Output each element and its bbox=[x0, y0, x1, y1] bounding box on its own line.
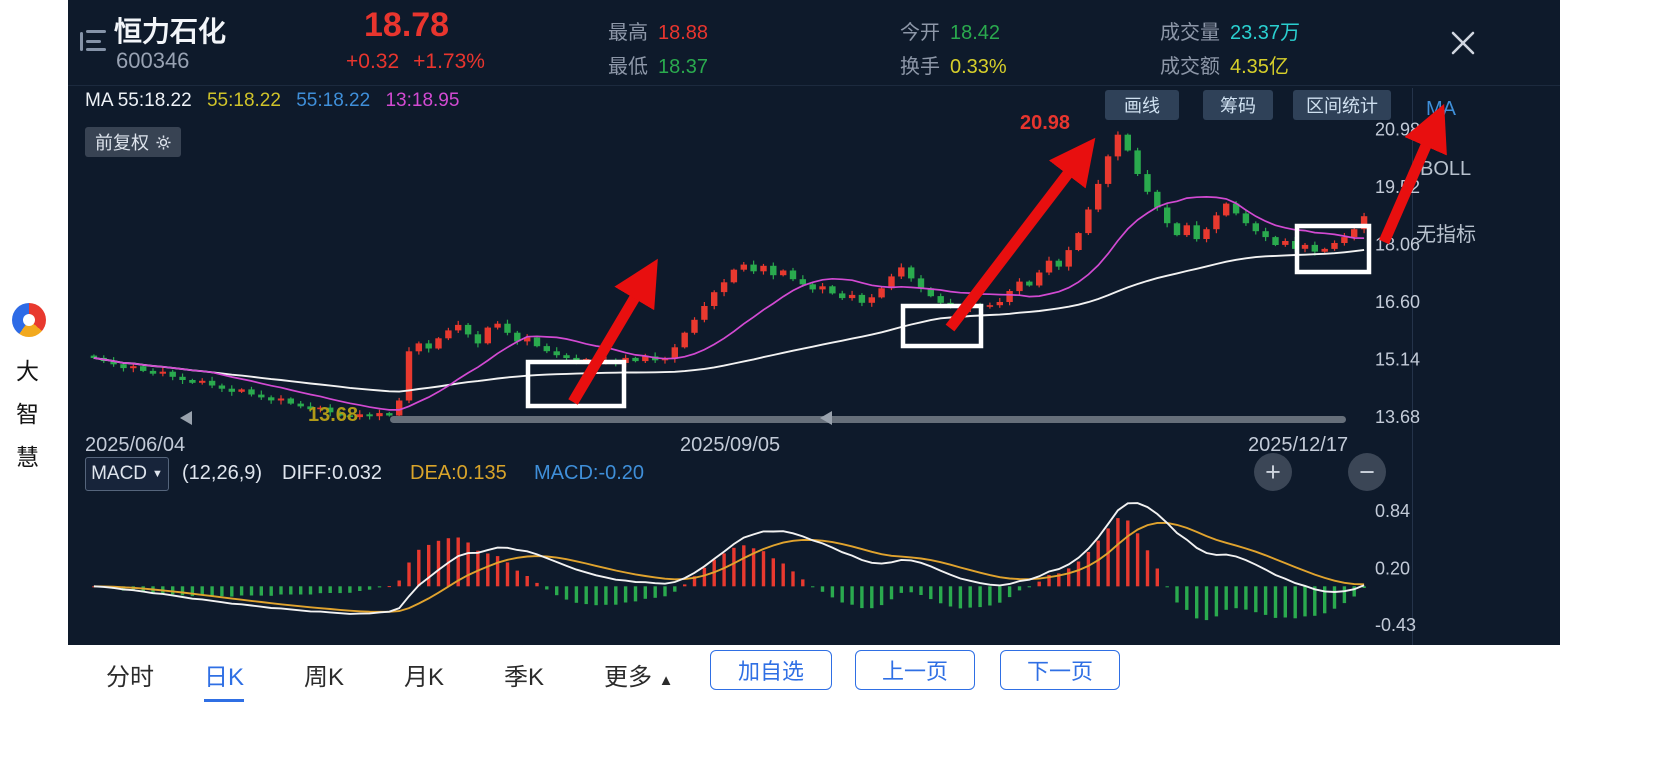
left-triangle-marker[interactable] bbox=[180, 411, 192, 425]
tab-more[interactable]: 更多 ▲ bbox=[604, 657, 674, 692]
chip-distribution-button[interactable]: 筹码 bbox=[1203, 90, 1273, 120]
svg-text:20.98: 20.98 bbox=[1375, 120, 1420, 140]
chart-scrollbar[interactable] bbox=[390, 416, 1346, 423]
stat-label: 最高 bbox=[608, 22, 648, 44]
macd-chart[interactable]: 0.84 0.20 -0.43 bbox=[85, 492, 1435, 642]
price-adjust-button[interactable]: 前复权 bbox=[85, 127, 181, 157]
prev-page-button[interactable]: 上一页 bbox=[855, 650, 975, 690]
date-start: 2025/06/04 bbox=[85, 434, 186, 456]
stat-value: 4.35亿 bbox=[1230, 56, 1289, 78]
bottom-tab-bar: 分时 日K 周K 月K 季K 更多 ▲ 加自选 上一页 下一页 bbox=[68, 645, 1560, 768]
chevron-down-icon: ▼ bbox=[152, 468, 163, 480]
tab-monthly-k[interactable]: 月K bbox=[404, 664, 445, 691]
stat-label: 最低 bbox=[608, 56, 648, 78]
indicator-item-none[interactable]: 无指标 bbox=[1416, 224, 1476, 246]
stock-code: 600346 bbox=[116, 48, 190, 73]
gear-icon bbox=[156, 134, 171, 150]
ma-value-2: 55:18.22 bbox=[206, 90, 281, 111]
indicator-item-boll[interactable]: BOLL bbox=[1420, 158, 1472, 180]
svg-text:15.14: 15.14 bbox=[1375, 350, 1420, 370]
stat-high: 最高 18.88 bbox=[608, 16, 708, 45]
ma-value-3: 55:18.22 bbox=[296, 90, 371, 111]
stat-open: 今开 18.42 bbox=[900, 16, 1000, 45]
add-watchlist-button[interactable]: 加自选 bbox=[710, 650, 832, 690]
brand-char: 慧 bbox=[16, 444, 39, 470]
macd-params: (12,26,9) bbox=[182, 462, 263, 484]
zoom-out-button[interactable]: − bbox=[1348, 453, 1386, 491]
stat-label: 成交量 bbox=[1160, 22, 1220, 44]
kline-chart[interactable]: 20.98 19.52 18.06 16.60 15.14 13.68 bbox=[85, 115, 1435, 430]
stat-value: 18.88 bbox=[658, 22, 709, 44]
price-change-pct: +1.73% bbox=[413, 50, 485, 73]
dazhihui-logo-icon bbox=[12, 303, 46, 337]
svg-text:-0.43: -0.43 bbox=[1375, 615, 1416, 635]
range-stats-button[interactable]: 区间统计 bbox=[1293, 90, 1391, 120]
stat-label: 换手 bbox=[900, 56, 940, 78]
svg-text:0.84: 0.84 bbox=[1375, 501, 1410, 521]
svg-text:13.68: 13.68 bbox=[1375, 407, 1420, 427]
date-mid: 2025/09/05 bbox=[680, 434, 781, 456]
price-change: +0.32 bbox=[346, 50, 400, 73]
brand-vertical-text: 大 智 慧 bbox=[16, 352, 39, 472]
tab-weekly-k[interactable]: 周K bbox=[304, 664, 345, 691]
zoom-in-button[interactable]: + bbox=[1254, 453, 1292, 491]
tab-minute[interactable]: 分时 bbox=[106, 664, 154, 691]
stat-turnover: 换手 0.33% bbox=[900, 50, 1007, 79]
tab-quarterly-k[interactable]: 季K bbox=[504, 664, 545, 691]
last-price: 18.78 bbox=[364, 6, 450, 44]
svg-text:19.52: 19.52 bbox=[1375, 177, 1420, 197]
brand-char: 智 bbox=[16, 401, 39, 427]
stock-chart-panel: 恒力石化 600346 18.78 +0.32 +1.73% 最高 18.88 最低… bbox=[68, 0, 1560, 645]
stock-name: 恒力石化 bbox=[114, 16, 227, 47]
svg-text:0.20: 0.20 bbox=[1375, 558, 1410, 578]
macd-diff-value: DIFF:0.032 bbox=[282, 462, 383, 484]
indicator-selector-button[interactable]: MACD ▼ bbox=[85, 457, 169, 491]
vertical-divider bbox=[1412, 88, 1413, 645]
stat-amount: 成交额 4.35亿 bbox=[1160, 50, 1289, 79]
stat-value: 0.33% bbox=[950, 56, 1007, 78]
brand-char: 大 bbox=[16, 358, 39, 384]
stat-label: 成交额 bbox=[1160, 56, 1220, 78]
price-change-row: +0.32 +1.73% bbox=[346, 50, 499, 74]
chevron-up-icon: ▲ bbox=[658, 672, 674, 689]
close-icon[interactable] bbox=[1446, 26, 1480, 60]
stat-label: 今开 bbox=[900, 22, 940, 44]
menu-icon[interactable] bbox=[80, 30, 106, 54]
stat-volume: 成交量 23.37万 bbox=[1160, 16, 1300, 45]
stat-value: 18.37 bbox=[658, 56, 709, 78]
ma-value-1: MA 55:18.22 bbox=[85, 90, 192, 111]
stat-low: 最低 18.37 bbox=[608, 50, 708, 79]
left-triangle-marker[interactable] bbox=[820, 411, 832, 425]
peak-price-label: 20.98 bbox=[1020, 112, 1071, 134]
ma-readout: MA 55:18.22 55:18.22 55:18.22 13:18.95 bbox=[85, 90, 469, 112]
indicator-selector-label: MACD bbox=[91, 463, 148, 484]
quote-header: 恒力石化 600346 18.78 +0.32 +1.73% 最高 18.88 最低… bbox=[68, 0, 1560, 86]
date-end: 2025/12/17 bbox=[1248, 434, 1349, 456]
svg-text:18.06: 18.06 bbox=[1375, 235, 1420, 255]
macd-hist-value: MACD:-0.20 bbox=[534, 462, 645, 484]
draw-line-button[interactable]: 画线 bbox=[1105, 90, 1179, 120]
ma-value-4: 13:18.95 bbox=[385, 90, 460, 111]
left-brand-strip: 大 智 慧 bbox=[0, 0, 68, 768]
trough-price-label: 13.68 bbox=[308, 404, 359, 426]
price-adjust-label: 前复权 bbox=[95, 133, 149, 153]
stat-value: 18.42 bbox=[950, 22, 1001, 44]
stat-value: 23.37万 bbox=[1230, 22, 1301, 44]
macd-dea-value: DEA:0.135 bbox=[410, 462, 507, 484]
tab-more-label: 更多 bbox=[604, 664, 652, 691]
next-page-button[interactable]: 下一页 bbox=[1000, 650, 1120, 690]
tab-daily-k-active[interactable]: 日K bbox=[204, 657, 245, 702]
indicator-item-ma[interactable]: MA bbox=[1426, 98, 1456, 120]
svg-text:16.60: 16.60 bbox=[1375, 292, 1420, 312]
